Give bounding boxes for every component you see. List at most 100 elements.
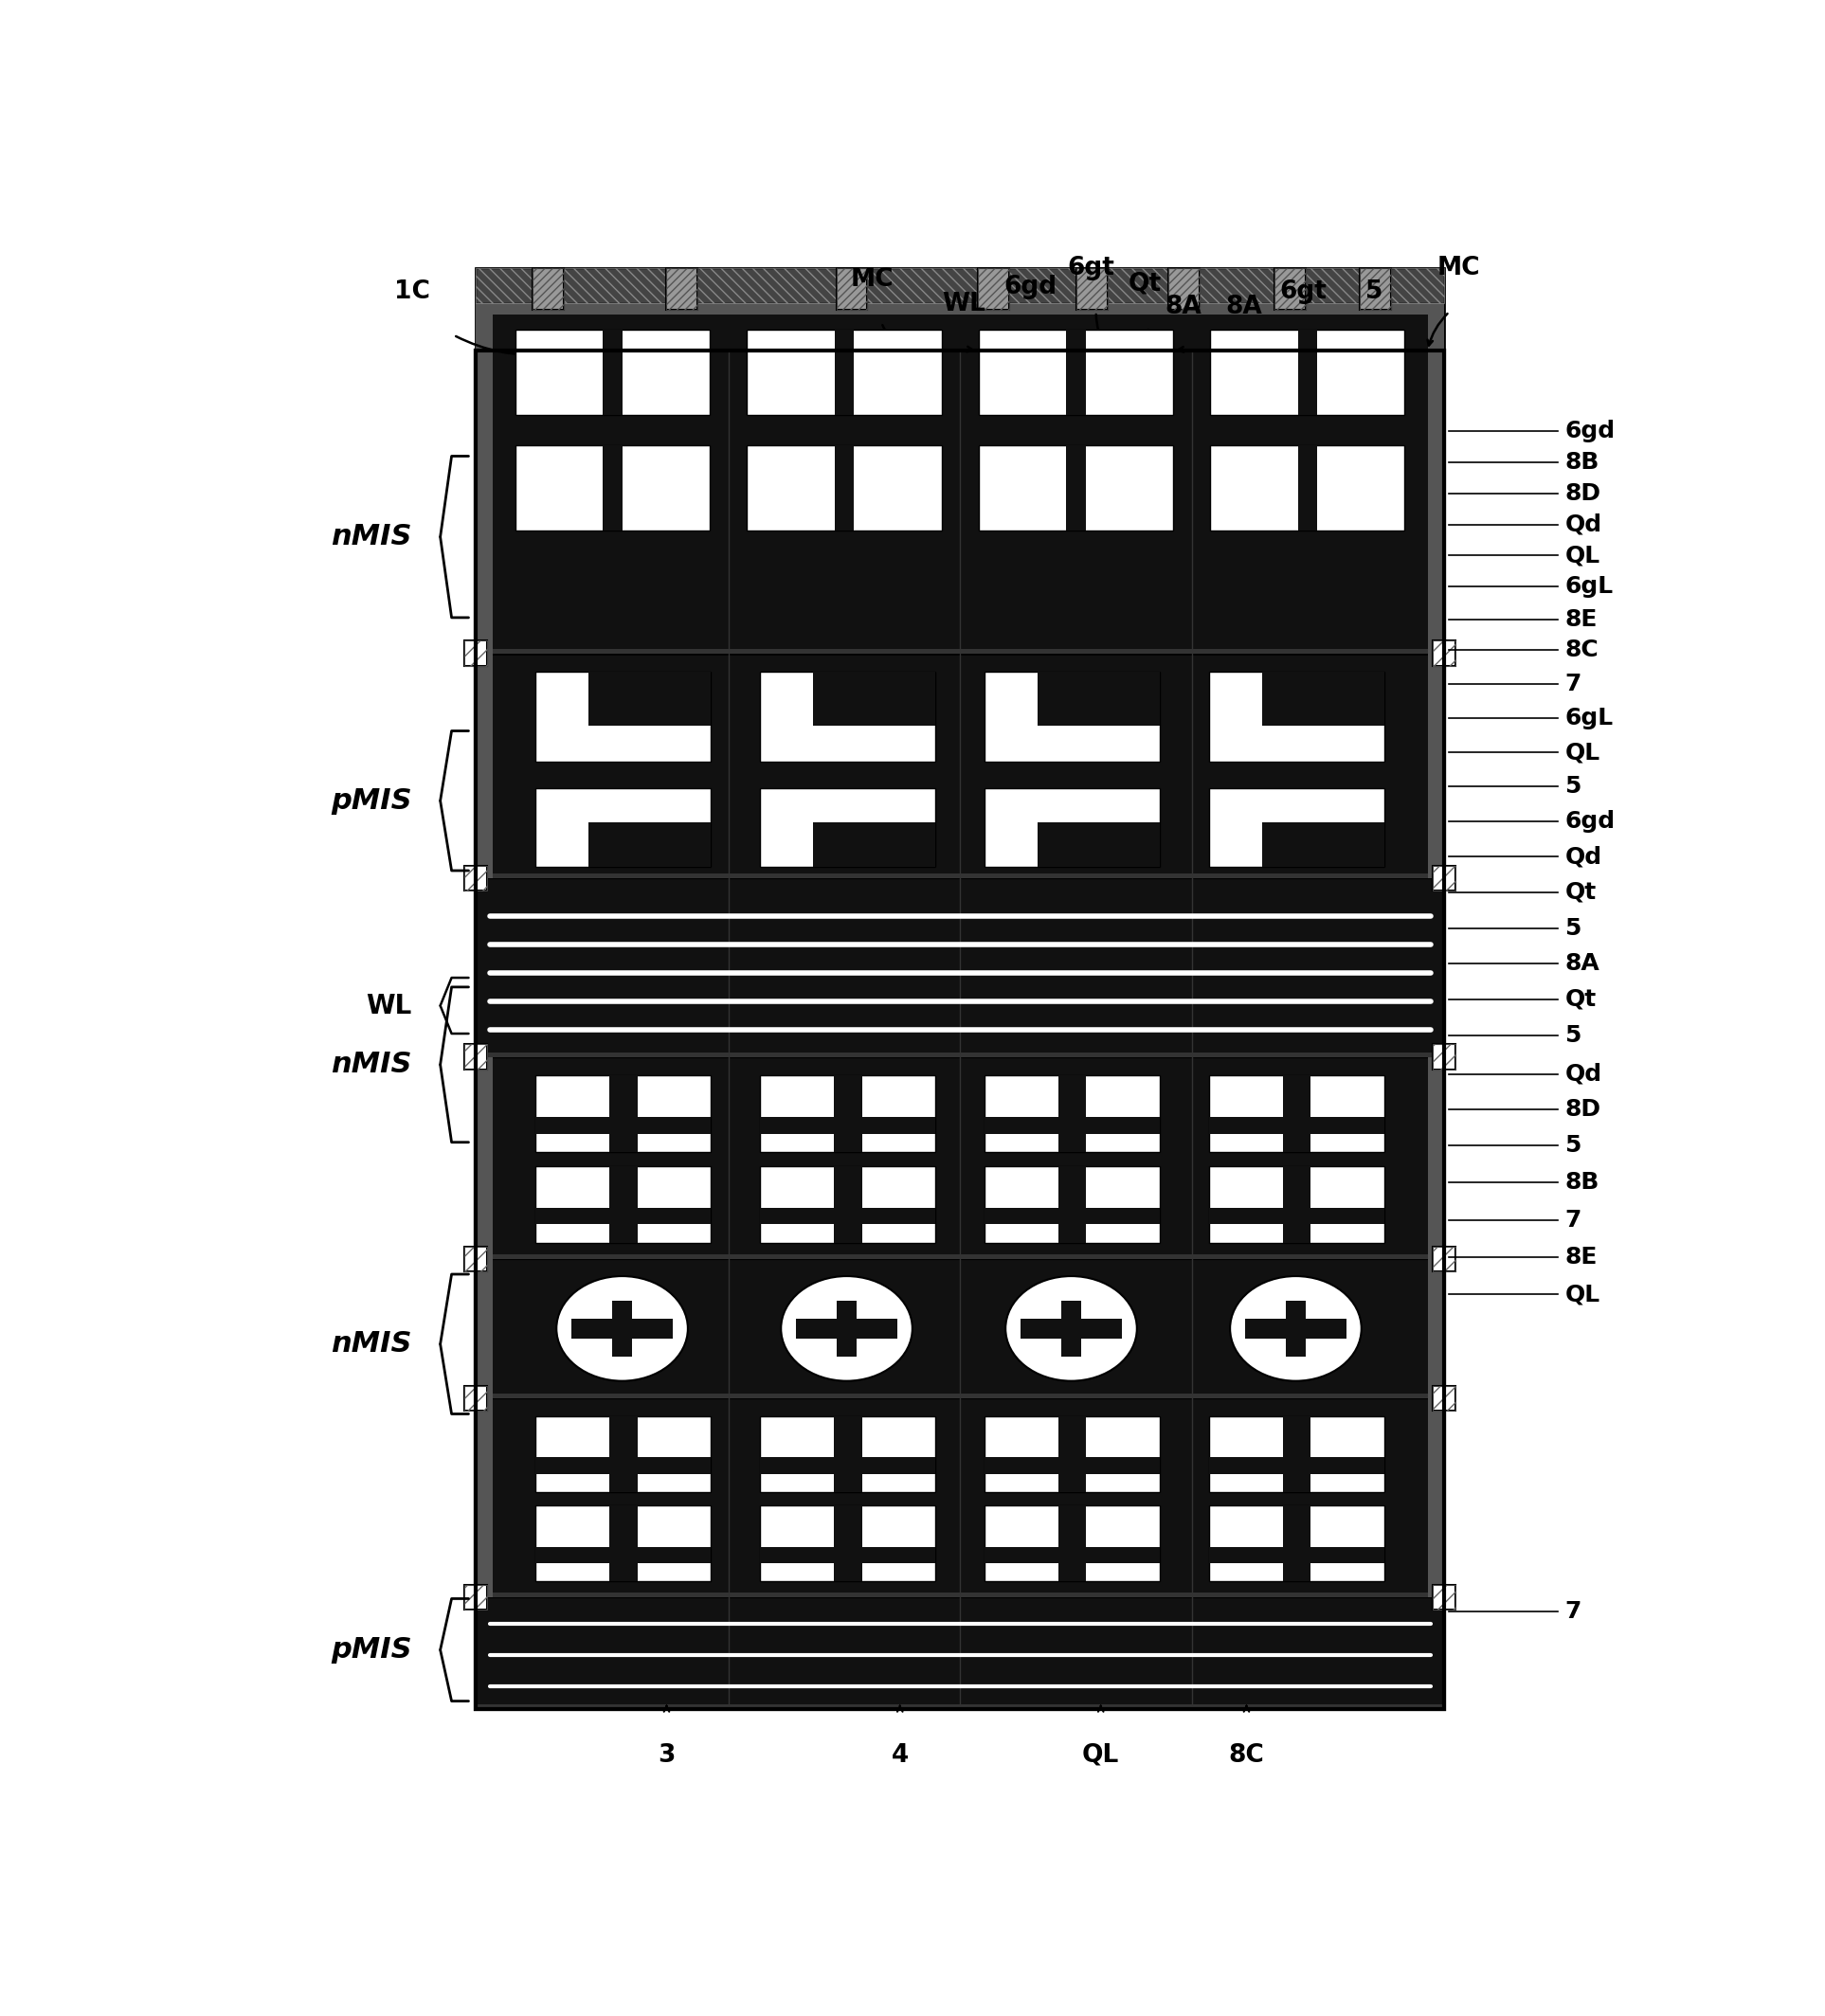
Text: nMIS: nMIS xyxy=(330,1050,412,1079)
Text: WL: WL xyxy=(942,292,985,317)
Bar xyxy=(761,1546,936,1562)
Bar xyxy=(611,1300,631,1357)
Bar xyxy=(1433,1585,1456,1609)
Text: 8B: 8B xyxy=(1564,452,1599,474)
Bar xyxy=(476,1052,1445,1056)
Bar xyxy=(761,1208,936,1224)
Text: MC: MC xyxy=(850,266,892,292)
Text: QL: QL xyxy=(1564,544,1601,566)
Text: 5: 5 xyxy=(1564,1024,1580,1046)
Bar xyxy=(1210,1506,1385,1581)
Text: 5: 5 xyxy=(1365,280,1383,304)
Text: 4: 4 xyxy=(891,1744,909,1768)
Text: QL: QL xyxy=(1564,1282,1601,1306)
Bar xyxy=(602,446,622,530)
Text: 5: 5 xyxy=(1564,776,1580,798)
Text: 8A: 8A xyxy=(1564,952,1599,976)
Bar xyxy=(1433,867,1456,891)
Bar xyxy=(985,1506,1161,1581)
Bar xyxy=(537,788,710,867)
Bar xyxy=(1274,268,1307,310)
Bar xyxy=(464,1246,487,1272)
Bar xyxy=(1210,446,1405,530)
Ellipse shape xyxy=(1230,1276,1361,1381)
Bar xyxy=(761,1117,936,1133)
Bar xyxy=(476,1258,493,1399)
Bar xyxy=(985,788,1161,867)
Bar xyxy=(1433,867,1456,891)
Text: QL: QL xyxy=(1564,742,1601,764)
Bar xyxy=(610,1506,637,1581)
Bar xyxy=(985,1458,1161,1474)
Bar xyxy=(1261,671,1385,726)
Text: pMIS: pMIS xyxy=(330,786,412,814)
Bar xyxy=(1433,1385,1456,1411)
Bar xyxy=(533,268,564,310)
Bar xyxy=(588,823,710,867)
Bar xyxy=(1283,1165,1310,1242)
Bar xyxy=(1298,446,1318,530)
Bar xyxy=(1274,268,1307,310)
Bar xyxy=(812,671,936,726)
Bar xyxy=(476,1399,493,1597)
Text: Qd: Qd xyxy=(1564,1062,1602,1085)
Bar xyxy=(1210,1117,1385,1133)
Bar xyxy=(834,1075,861,1151)
Bar xyxy=(834,1506,861,1581)
Bar xyxy=(1433,1044,1456,1068)
Bar xyxy=(836,268,867,310)
Bar xyxy=(666,268,697,310)
Bar xyxy=(1210,1417,1385,1492)
Bar xyxy=(796,1318,898,1339)
Bar xyxy=(602,331,622,415)
Bar xyxy=(476,873,1445,879)
Bar xyxy=(476,1056,493,1258)
Bar xyxy=(537,1117,710,1133)
Bar xyxy=(1077,268,1108,310)
Text: 6gL: 6gL xyxy=(1564,708,1613,730)
Bar xyxy=(464,1044,487,1068)
Bar xyxy=(476,1258,1445,1399)
Bar xyxy=(464,1385,487,1411)
Bar xyxy=(1283,1506,1310,1581)
Bar xyxy=(610,1075,637,1151)
Bar xyxy=(978,268,1009,310)
Bar xyxy=(666,268,697,310)
Bar xyxy=(746,446,942,530)
Bar xyxy=(464,1044,487,1068)
Bar xyxy=(515,331,710,415)
Bar xyxy=(1433,1246,1456,1272)
Text: 8B: 8B xyxy=(1564,1171,1599,1193)
Text: 7: 7 xyxy=(1564,1601,1580,1623)
Text: 8E: 8E xyxy=(1564,607,1597,631)
Text: 8D: 8D xyxy=(1564,1099,1601,1121)
Bar xyxy=(1210,1208,1385,1224)
Bar xyxy=(978,268,1009,310)
Bar xyxy=(1245,1318,1347,1339)
Bar xyxy=(1285,1300,1307,1357)
Text: pMIS: pMIS xyxy=(330,1637,412,1663)
Bar xyxy=(476,268,1445,653)
Bar xyxy=(1210,1165,1385,1242)
Bar xyxy=(985,1208,1161,1224)
Text: 6gt: 6gt xyxy=(1279,280,1327,304)
Bar xyxy=(476,268,1445,302)
Text: nMIS: nMIS xyxy=(330,522,412,550)
Bar xyxy=(1210,788,1385,867)
Bar xyxy=(476,1254,1445,1258)
Bar xyxy=(834,1165,861,1242)
Bar xyxy=(1433,641,1456,665)
Bar xyxy=(834,446,854,530)
Text: 3: 3 xyxy=(657,1744,675,1768)
Bar xyxy=(515,446,710,530)
Bar xyxy=(761,1075,936,1151)
Bar xyxy=(476,653,493,879)
Bar xyxy=(464,867,487,891)
Bar xyxy=(476,1704,1445,1710)
Bar xyxy=(537,1165,710,1242)
Bar xyxy=(476,1593,1445,1597)
Bar xyxy=(476,879,1445,1056)
Text: 1C: 1C xyxy=(394,280,431,304)
Bar xyxy=(537,1075,710,1151)
Text: 6gd: 6gd xyxy=(1004,274,1057,298)
